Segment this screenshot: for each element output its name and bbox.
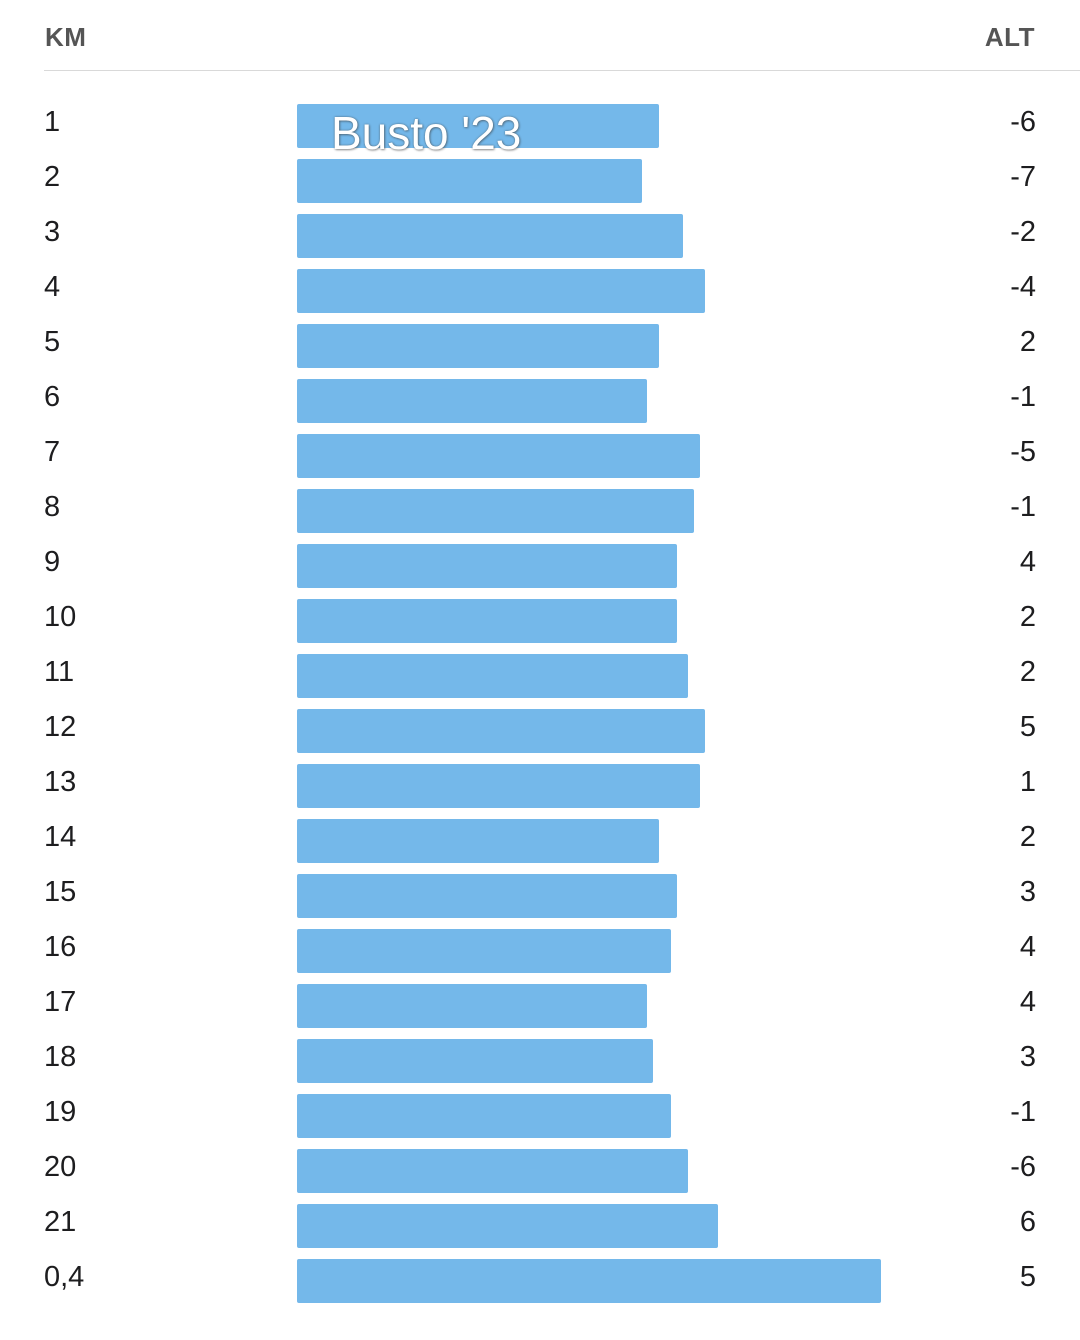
alt-value: 4 xyxy=(1019,546,1036,578)
km-label: 0,4 xyxy=(44,1261,85,1293)
pace-bar xyxy=(297,599,677,643)
split-row: 18 3 xyxy=(0,1034,1080,1089)
split-row: 2 -7 xyxy=(0,154,1080,209)
pace-bar xyxy=(297,1094,671,1138)
pace-bar xyxy=(297,984,647,1028)
km-label: 3 xyxy=(44,216,61,248)
km-label: 10 xyxy=(44,601,77,633)
pace-bar xyxy=(297,214,683,258)
km-label: 14 xyxy=(44,821,77,853)
km-label: 6 xyxy=(44,381,61,413)
km-label: 2 xyxy=(44,161,61,193)
alt-value: -1 xyxy=(1010,1096,1036,1128)
split-row: 20 -6 xyxy=(0,1144,1080,1199)
split-row: 12 5 xyxy=(0,704,1080,759)
alt-value: 4 xyxy=(1019,931,1036,963)
km-label: 4 xyxy=(44,271,61,303)
pace-bar xyxy=(297,159,642,203)
split-row: 15 3 xyxy=(0,869,1080,924)
alt-value: 6 xyxy=(1019,1206,1036,1238)
km-label: 17 xyxy=(44,986,77,1018)
alt-column-header: ALT xyxy=(984,22,1035,52)
pace-bar xyxy=(297,1039,653,1083)
alt-value: 2 xyxy=(1019,601,1036,633)
split-row: 14 2 xyxy=(0,814,1080,869)
km-label: 18 xyxy=(44,1041,77,1073)
alt-value: -7 xyxy=(1010,161,1036,193)
split-row: 11 2 xyxy=(0,649,1080,704)
alt-value: 5 xyxy=(1019,1261,1036,1293)
pace-bar xyxy=(297,269,705,313)
split-row: 13 1 xyxy=(0,759,1080,814)
km-label: 20 xyxy=(44,1151,77,1183)
pace-bar xyxy=(297,654,688,698)
split-row: 17 4 xyxy=(0,979,1080,1034)
km-label: 21 xyxy=(44,1206,77,1238)
split-row: 0,4 5 xyxy=(0,1254,1080,1309)
pace-bar xyxy=(297,764,700,808)
km-label: 13 xyxy=(44,766,77,798)
alt-value: -6 xyxy=(1010,1151,1036,1183)
km-label: 15 xyxy=(44,876,77,908)
split-row: 7 -5 xyxy=(0,429,1080,484)
km-label: 7 xyxy=(44,436,61,468)
km-label: 19 xyxy=(44,1096,77,1128)
split-row: 8 -1 xyxy=(0,484,1080,539)
split-row: 21 6 xyxy=(0,1199,1080,1254)
km-label: 9 xyxy=(44,546,61,578)
alt-value: 2 xyxy=(1019,821,1036,853)
km-label: 12 xyxy=(44,711,77,743)
km-column-header: KM xyxy=(45,22,87,52)
pace-bar xyxy=(297,489,694,533)
alt-value: 5 xyxy=(1019,711,1036,743)
split-row: 16 4 xyxy=(0,924,1080,979)
pace-bar xyxy=(297,709,705,753)
alt-value: 2 xyxy=(1019,326,1036,358)
pace-bar xyxy=(297,379,647,423)
alt-value: -5 xyxy=(1010,436,1036,468)
pace-bar xyxy=(297,1259,881,1303)
alt-value: -2 xyxy=(1010,216,1036,248)
alt-value: 3 xyxy=(1019,1041,1036,1073)
alt-value: -4 xyxy=(1010,271,1036,303)
split-row: 3 -2 xyxy=(0,209,1080,264)
table-header: KM ALT xyxy=(44,0,1080,71)
alt-value: 1 xyxy=(1019,766,1036,798)
pace-bar xyxy=(297,544,677,588)
km-label: 8 xyxy=(44,491,61,523)
split-row: 4 -4 xyxy=(0,264,1080,319)
alt-value: 4 xyxy=(1019,986,1036,1018)
alt-value: -6 xyxy=(1010,106,1036,138)
alt-value: -1 xyxy=(1010,381,1036,413)
alt-value: 2 xyxy=(1019,656,1036,688)
pace-bar xyxy=(297,1149,688,1193)
pace-bar xyxy=(297,929,671,973)
overlay-title: Busto '23 xyxy=(331,107,522,159)
split-row: 6 -1 xyxy=(0,374,1080,429)
pace-bar xyxy=(297,819,659,863)
split-row: 19 -1 xyxy=(0,1089,1080,1144)
pace-bar xyxy=(297,104,659,148)
split-row: 10 2 xyxy=(0,594,1080,649)
pace-bar xyxy=(297,324,659,368)
pace-bar xyxy=(297,1204,718,1248)
pace-bar xyxy=(297,874,677,918)
alt-value: 3 xyxy=(1019,876,1036,908)
pace-bar xyxy=(297,434,700,478)
km-label: 1 xyxy=(44,106,61,138)
km-label: 5 xyxy=(44,326,61,358)
split-row: 1 -6 xyxy=(0,99,1080,154)
alt-value: -1 xyxy=(1010,491,1036,523)
km-label: 11 xyxy=(44,656,75,688)
km-label: 16 xyxy=(44,931,77,963)
